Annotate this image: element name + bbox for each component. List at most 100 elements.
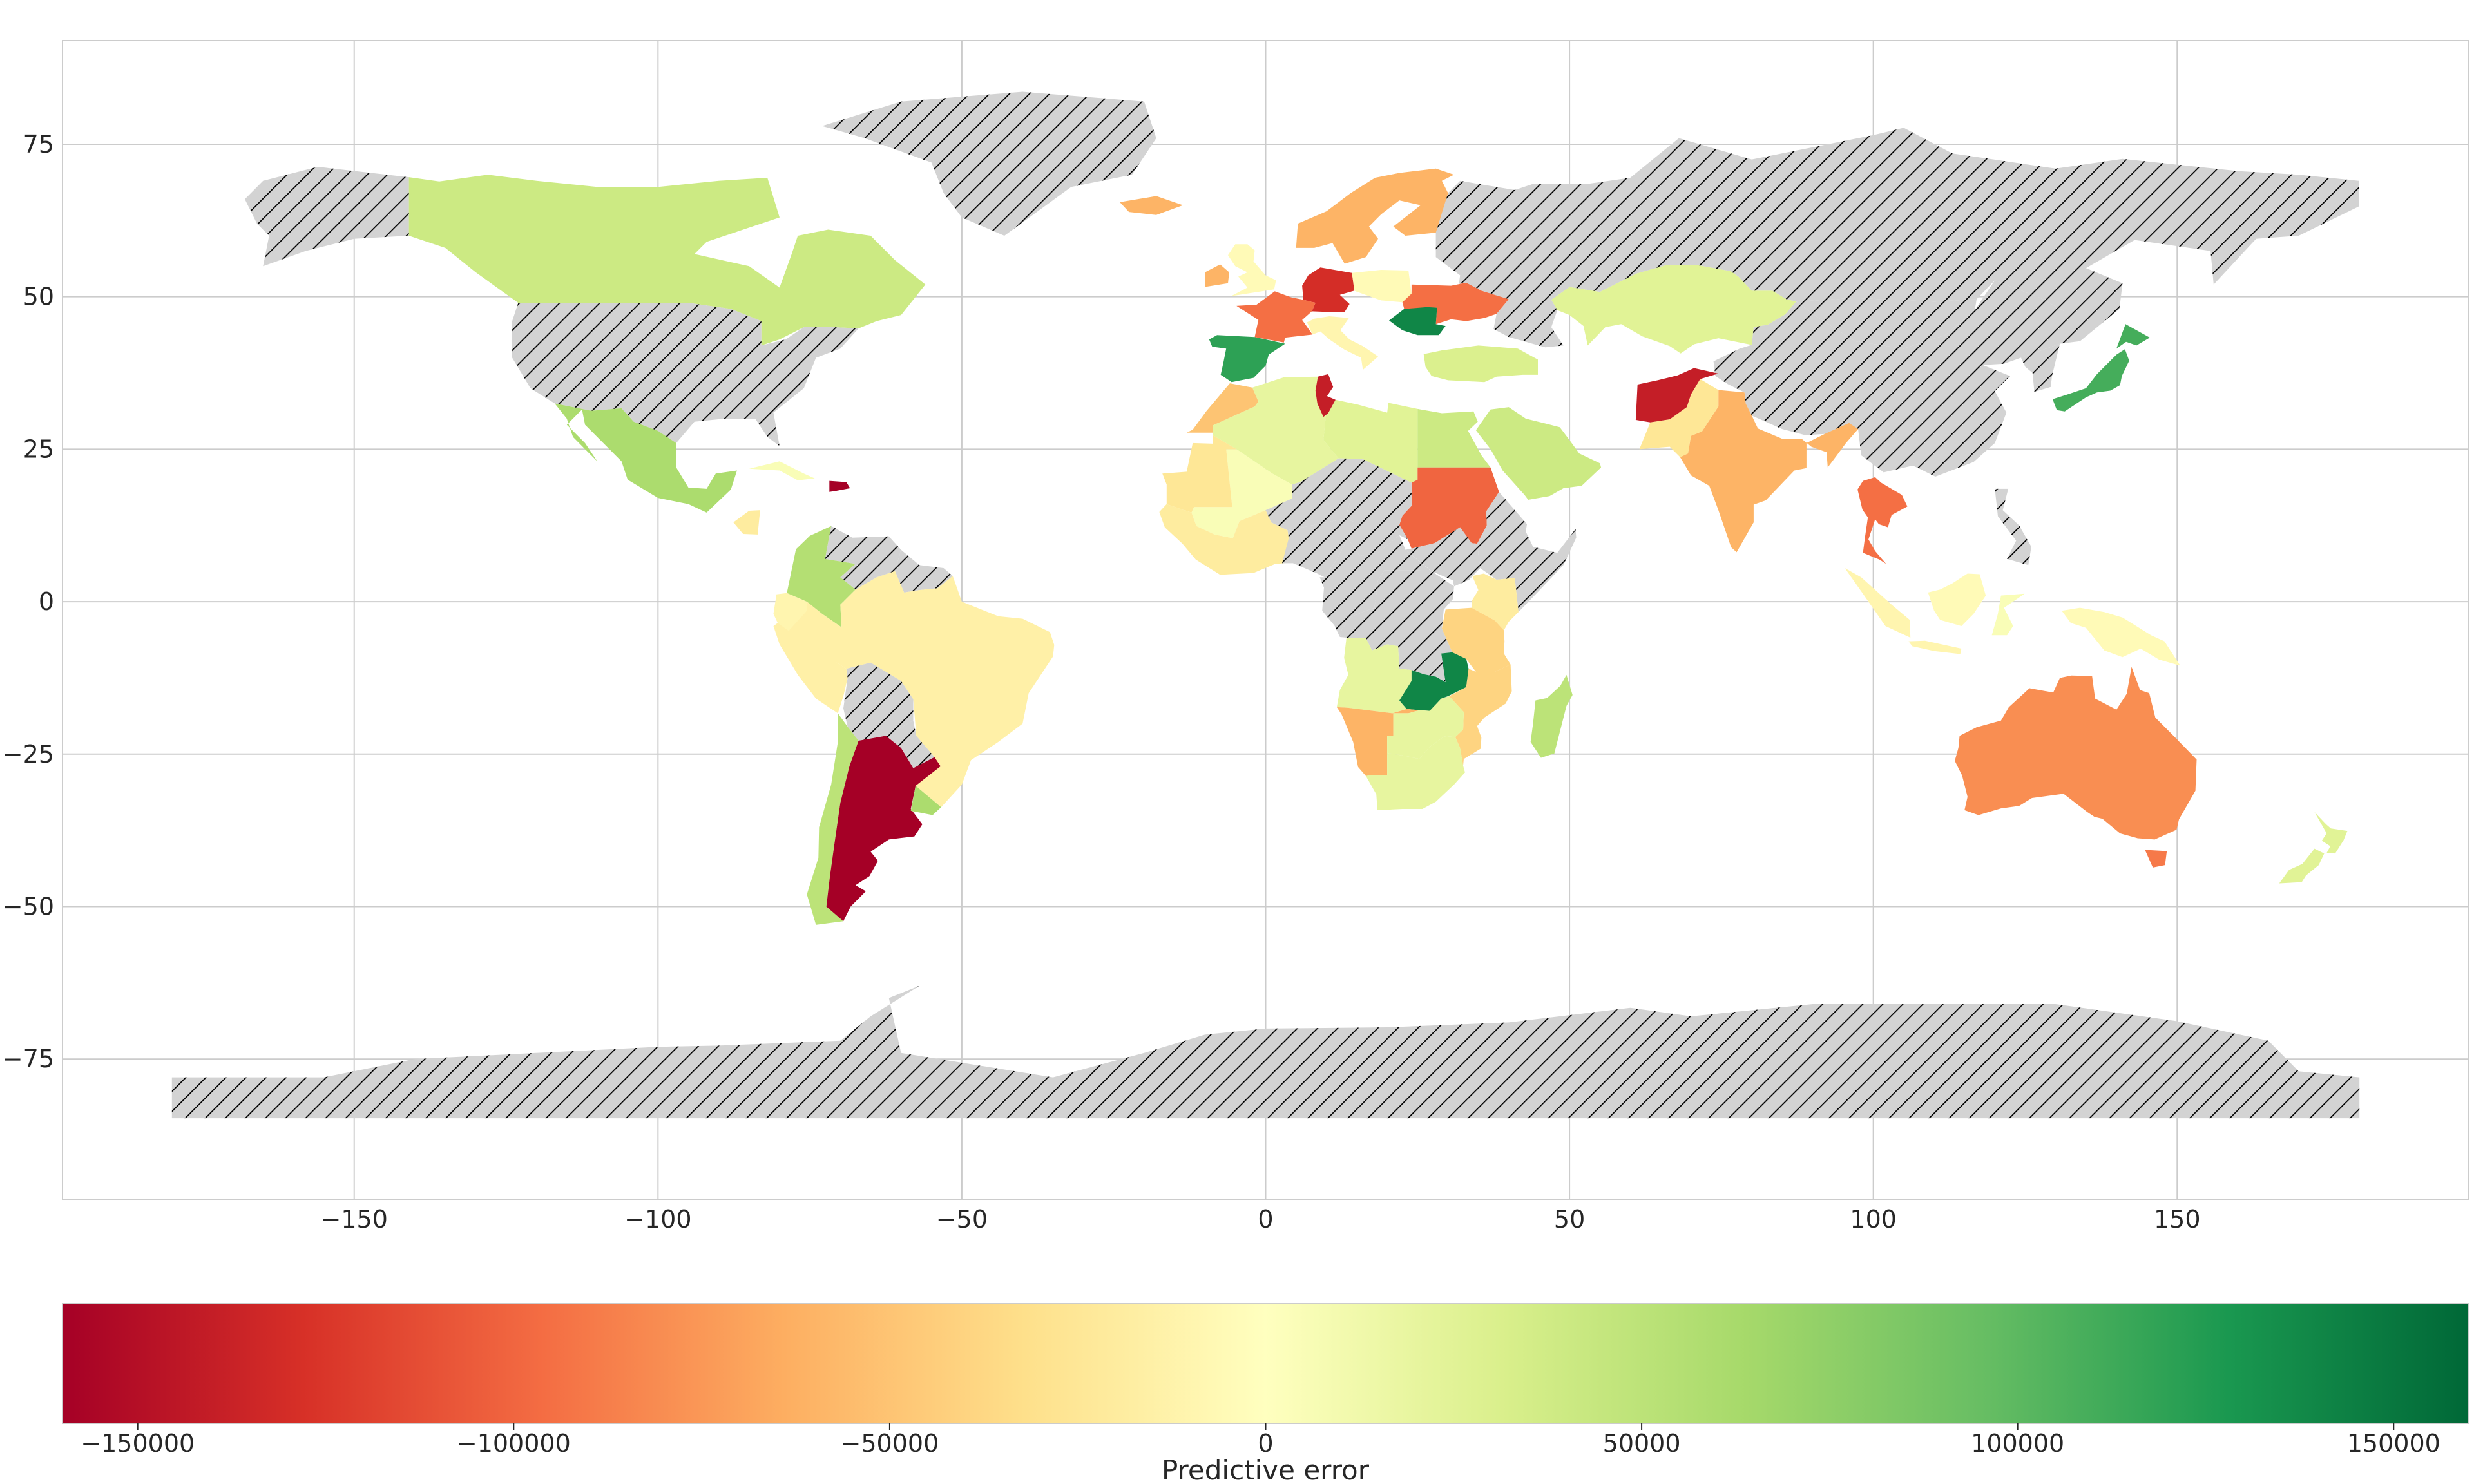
region-botswana-zimbabwe — [1387, 696, 1464, 759]
region-philippines — [1995, 488, 2031, 566]
region-japan — [2052, 349, 2129, 412]
region-mali — [1191, 449, 1292, 538]
region-new-zealand-south — [2279, 848, 2325, 884]
map-regions — [171, 91, 2360, 1119]
region-west-africa — [1159, 504, 1289, 575]
region-tasmania — [2145, 850, 2167, 868]
region-hokkaido — [2116, 324, 2150, 349]
x-tick-label: 150 — [2154, 1205, 2201, 1233]
region-scandinavia — [1296, 168, 1454, 264]
region-poland — [1352, 270, 1412, 303]
region-peru — [773, 602, 848, 714]
region-dominican-republic — [829, 480, 850, 492]
y-tick-label: −75 — [3, 1045, 54, 1073]
region-ukraine — [1402, 282, 1509, 325]
colorbar-tick-label: 100000 — [1971, 1429, 2064, 1458]
colorbar — [62, 1303, 2469, 1424]
region-ethiopia — [1477, 491, 1577, 613]
region-australia — [1955, 667, 2197, 840]
colorbar-tick-label: −100000 — [457, 1429, 571, 1458]
x-tick-label: −150 — [321, 1205, 388, 1233]
region-niger — [1265, 458, 1363, 531]
region-ecuador — [773, 593, 807, 631]
region-chad — [1345, 459, 1412, 556]
region-chile — [807, 713, 859, 925]
region-morocco — [1186, 383, 1259, 433]
region-russia — [1435, 128, 2359, 348]
y-tick-label: −50 — [3, 893, 54, 921]
region-algeria — [1213, 376, 1339, 485]
region-mexico — [555, 403, 737, 513]
y-tick-label: 75 — [23, 130, 54, 158]
plot-frame — [62, 40, 2469, 1200]
region-south-sudan — [1405, 527, 1481, 587]
x-tick-label: −100 — [624, 1205, 691, 1233]
region-spain — [1209, 335, 1285, 383]
region-kazakhstan — [1551, 265, 1796, 354]
region-east-africa — [1442, 607, 1511, 672]
x-tick-label: −50 — [936, 1205, 988, 1233]
y-axis: 75 50 25 0 −25 −50 −75 — [3, 130, 54, 1073]
region-alaska — [245, 167, 409, 267]
region-sudan — [1399, 467, 1499, 549]
x-tick-label: 0 — [1258, 1205, 1273, 1233]
region-paraguay — [886, 720, 935, 768]
colorbar-label: Predictive error — [1162, 1454, 1370, 1484]
region-zambia — [1399, 652, 1469, 711]
region-new-guinea — [2062, 607, 2180, 666]
region-iceland — [1120, 196, 1184, 215]
region-turkey — [1423, 345, 1538, 383]
region-korea — [2020, 343, 2060, 392]
colorbar-tick-label: 50000 — [1603, 1429, 1681, 1458]
region-venezuela — [825, 526, 901, 590]
colorbar-tick-label: 0 — [1258, 1429, 1273, 1458]
region-antarctica — [171, 985, 2360, 1119]
region-indonesia — [1845, 568, 1911, 638]
region-borneo — [1928, 573, 1986, 626]
region-saudi-arabia — [1475, 407, 1602, 500]
region-dr-congo — [1339, 570, 1454, 683]
region-united-states — [512, 303, 859, 446]
region-france — [1236, 291, 1316, 343]
region-sulawesi — [1991, 593, 2025, 636]
x-axis: −150 −100 −50 0 50 100 150 — [321, 1205, 2201, 1233]
region-greenland — [822, 91, 1156, 236]
region-india — [1680, 390, 1859, 553]
y-tick-label: −25 — [3, 740, 54, 768]
region-angola — [1336, 638, 1412, 714]
colorbar-tick-label: −50000 — [841, 1429, 939, 1458]
region-italy — [1307, 316, 1378, 370]
x-tick-label: 100 — [1850, 1205, 1897, 1233]
colorbar-tick-label: 150000 — [2347, 1429, 2440, 1458]
region-romania — [1389, 307, 1446, 336]
x-tick-label: 50 — [1554, 1205, 1585, 1233]
y-tick-label: 25 — [23, 435, 54, 463]
region-afghanistan — [1635, 368, 1719, 423]
region-ireland — [1205, 264, 1229, 287]
region-united-kingdom — [1228, 244, 1276, 296]
region-libya — [1323, 399, 1418, 483]
colorbar-ticks: −150000 −100000 −50000 0 50000 100000 150000 — [81, 1423, 2440, 1458]
region-thailand — [1857, 477, 1908, 564]
region-kenya — [1472, 573, 1519, 631]
region-tunisia — [1315, 374, 1336, 417]
region-mongolia — [1796, 298, 1977, 349]
region-namibia — [1336, 707, 1420, 776]
y-tick-label: 50 — [23, 283, 54, 311]
region-brazil — [817, 571, 1055, 808]
region-nicaragua — [733, 510, 760, 535]
region-china — [1713, 280, 2084, 477]
colorbar-tick-label: −150000 — [81, 1429, 195, 1458]
region-java — [1908, 640, 1962, 654]
region-canada — [408, 175, 926, 346]
region-nigeria — [1282, 518, 1355, 578]
region-bolivia — [843, 662, 914, 741]
region-guianas — [895, 549, 953, 593]
region-mauritania — [1162, 435, 1237, 513]
region-uruguay — [910, 786, 941, 815]
y-tick-label: 0 — [39, 587, 54, 616]
region-pakistan — [1639, 379, 1719, 457]
region-madagascar — [1530, 674, 1573, 758]
region-central-africa — [1319, 535, 1432, 637]
